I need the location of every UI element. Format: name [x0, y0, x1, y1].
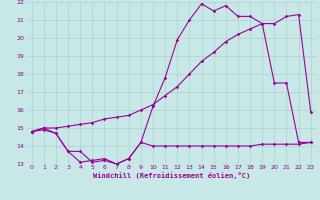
X-axis label: Windchill (Refroidissement éolien,°C): Windchill (Refroidissement éolien,°C) [92, 172, 250, 179]
